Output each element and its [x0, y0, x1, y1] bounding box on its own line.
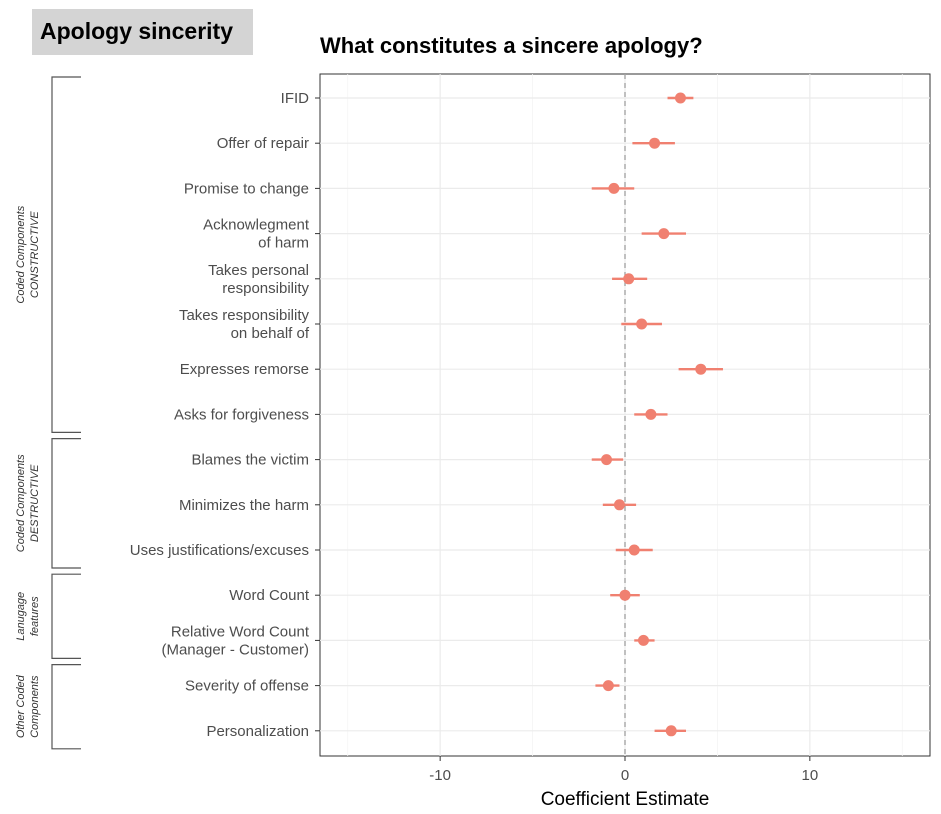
point-estimate — [619, 589, 631, 601]
y-tick-label: Offer of repair — [217, 135, 309, 152]
x-tick-label: -10 — [429, 767, 451, 784]
y-tick-label: Personalization — [206, 723, 309, 740]
y-tick-label: Uses justifications/excuses — [130, 542, 309, 559]
y-tick-label: Expresses remorse — [180, 361, 309, 378]
y-tick-label: Takes responsibility on behalf of — [179, 307, 310, 342]
y-tick-label: IFID — [281, 90, 309, 107]
section-tag — [32, 9, 253, 55]
point-estimate — [636, 318, 648, 330]
point-estimate — [674, 92, 686, 104]
point-estimate — [645, 408, 657, 420]
point-estimate — [637, 634, 649, 646]
point-estimate — [608, 182, 620, 194]
y-tick-label: Promise to change — [184, 180, 309, 197]
point-estimate — [623, 273, 635, 285]
y-tick-label: Takes personal responsibility — [208, 262, 309, 297]
group-label: Coded Components DESTRUCTIVE — [15, 454, 41, 552]
y-tick-label: Severity of offense — [185, 678, 309, 695]
group-label: Lanugage features — [15, 592, 41, 641]
section-tag-label: Apology sincerity — [40, 18, 233, 44]
point-estimate — [665, 725, 677, 737]
x-tick-label: 0 — [621, 767, 629, 784]
group-label: Coded Components CONSTRUCTIVE — [15, 205, 41, 303]
point-estimate — [649, 137, 661, 149]
y-tick-label: Word Count — [229, 587, 310, 604]
group-bracket — [51, 573, 81, 659]
y-tick-label: Blames the victim — [191, 452, 309, 469]
x-tick-label: 10 — [802, 767, 819, 784]
point-estimate — [695, 363, 707, 375]
x-axis-label: Coefficient Estimate — [541, 789, 710, 810]
point-estimate — [613, 499, 625, 511]
y-tick-label: Minimizes the harm — [179, 497, 309, 514]
point-estimate — [628, 544, 640, 556]
group-label: Other Coded Components — [15, 674, 41, 738]
point-estimate — [601, 454, 613, 466]
point-estimate — [658, 228, 670, 240]
y-tick-label: Asks for forgiveness — [174, 406, 309, 423]
group-bracket — [51, 76, 81, 433]
group-bracket — [51, 438, 81, 569]
point-estimate — [602, 680, 614, 692]
group-bracket — [51, 664, 81, 750]
y-tick-label: Acknowlegment of harm — [203, 217, 310, 252]
chart-title: What constitutes a sincere apology? — [320, 33, 703, 58]
y-tick-label: Relative Word Count (Manager - Customer) — [161, 623, 309, 658]
